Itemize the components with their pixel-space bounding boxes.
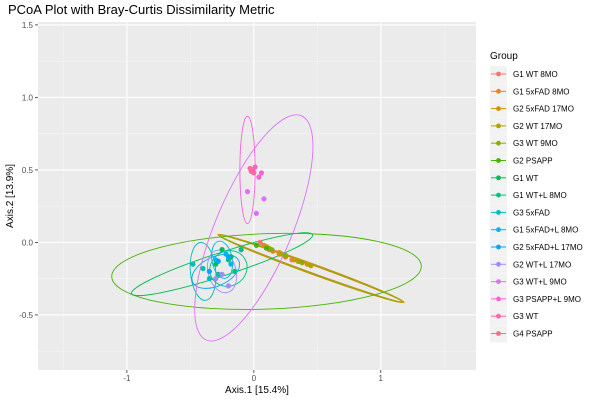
legend-label: G2 5xFAD 17MO xyxy=(513,105,574,114)
data-point xyxy=(200,265,206,272)
y-tick-label: 0.0 xyxy=(22,238,34,247)
data-point xyxy=(251,170,257,176)
data-point xyxy=(261,196,267,202)
legend: G1 WT 8MO G1 5xFAD 8MO G2 5xFAD 17MO G2 WT … xyxy=(490,66,583,343)
data-point xyxy=(308,263,314,269)
data-point xyxy=(206,268,212,274)
legend-key-point xyxy=(496,313,501,319)
legend-label: G2 WT 17MO xyxy=(513,122,562,131)
ellipse xyxy=(194,114,314,342)
ellipse xyxy=(111,232,422,310)
data-point xyxy=(225,283,232,289)
legend-label: G1 WT+L 8MO xyxy=(513,191,567,200)
legend-title: Group xyxy=(490,51,518,62)
legend-label: G1 WT xyxy=(513,174,538,183)
x-tick-label: 0 xyxy=(252,374,257,383)
legend-key-point xyxy=(496,175,501,181)
data-point xyxy=(225,254,232,260)
data-point xyxy=(238,247,244,253)
data-point xyxy=(190,261,196,267)
data-point xyxy=(258,170,265,176)
data-point xyxy=(299,260,305,266)
legend-key-point xyxy=(496,210,501,215)
y-axis-title: Axis.2 [13.9%] xyxy=(5,164,16,228)
data-point xyxy=(219,247,225,253)
legend-label: G4 PSAPP xyxy=(513,330,553,339)
data-point xyxy=(257,239,263,245)
data-point xyxy=(253,242,259,248)
legend-key-point xyxy=(496,140,501,146)
legend-label: G3 5xFAD xyxy=(513,208,550,217)
legend-label: G3 WT xyxy=(513,312,538,321)
legend-key-point xyxy=(496,296,501,302)
legend-key-point xyxy=(496,106,501,111)
data-point xyxy=(282,252,289,259)
data-point xyxy=(256,174,262,180)
data-points xyxy=(190,164,314,289)
grid-lines xyxy=(38,22,476,370)
ellipse xyxy=(191,253,241,289)
y-tick-label: 0.5 xyxy=(22,166,34,175)
chart-title: PCoA Plot with Bray-Curtis Dissimilarity… xyxy=(8,2,275,17)
data-point xyxy=(244,189,251,195)
x-tick-label: -1 xyxy=(123,374,131,383)
axis-ticks: -1 0 1 -0.5 0.0 0.5 1.0 1.5 xyxy=(19,21,383,383)
data-point xyxy=(215,271,221,277)
data-point xyxy=(206,276,212,282)
legend-label: G1 5xFAD+L 8MO xyxy=(513,226,578,235)
ellipse xyxy=(207,249,238,294)
legend-label: G3 WT 9MO xyxy=(513,139,558,148)
data-point xyxy=(263,245,270,251)
ellipse xyxy=(189,242,217,301)
data-point xyxy=(269,247,275,253)
y-tick-label: -0.5 xyxy=(19,311,33,320)
legend-key-point xyxy=(496,88,501,94)
legend-label: G2 PSAPP xyxy=(513,157,553,166)
legend-label: G3 WT+L 9MO xyxy=(513,278,567,287)
legend-label: G1 WT 8MO xyxy=(513,70,558,79)
y-tick-label: 1.5 xyxy=(22,21,34,30)
data-point xyxy=(213,276,219,282)
legend-key-point xyxy=(496,279,501,284)
legend-key-point xyxy=(496,192,501,198)
legend-key-point xyxy=(496,123,501,129)
legend-label: G1 5xFAD 8MO xyxy=(513,87,569,96)
legend-key-point xyxy=(496,71,501,77)
data-point xyxy=(219,271,225,277)
plot-panel xyxy=(38,22,476,370)
data-point xyxy=(232,268,238,274)
data-point xyxy=(228,261,234,267)
legend-key-point xyxy=(496,331,501,336)
x-tick-label: 1 xyxy=(379,374,384,383)
legend-label: G3 PSAPP+L 9MO xyxy=(513,295,581,304)
data-point xyxy=(247,165,253,172)
legend-label: G2 5xFAD+L 17MO xyxy=(513,243,583,252)
legend-key-point xyxy=(496,244,501,250)
ellipse xyxy=(209,250,248,287)
ellipse xyxy=(131,232,314,297)
x-axis-title: Axis.1 [15.4%] xyxy=(225,385,289,396)
y-tick-label: 1.0 xyxy=(22,93,34,102)
legend-key-point xyxy=(496,227,501,233)
data-point xyxy=(253,210,259,216)
legend-label: G2 WT+L 17MO xyxy=(513,260,571,269)
legend-key-point xyxy=(496,158,501,163)
data-point xyxy=(215,258,221,264)
legend-key-point xyxy=(496,261,501,267)
